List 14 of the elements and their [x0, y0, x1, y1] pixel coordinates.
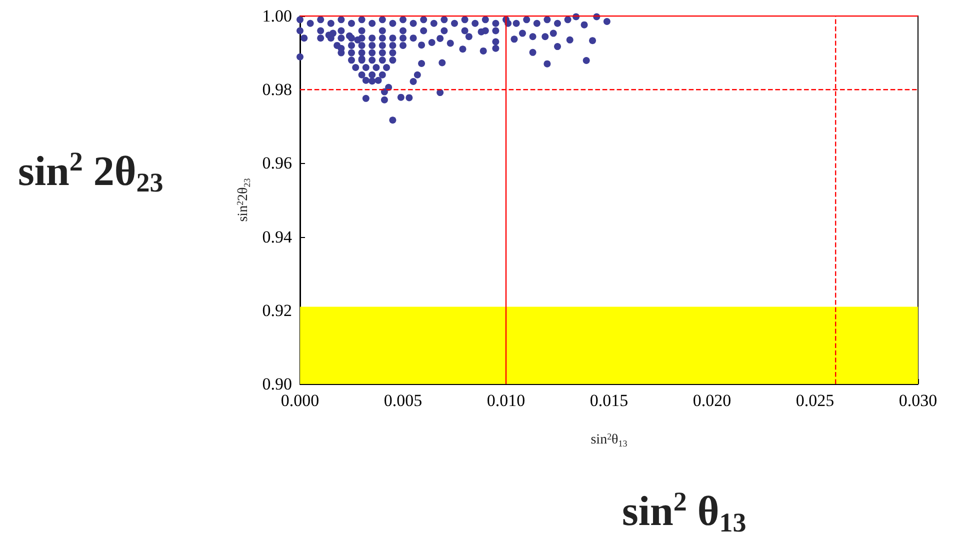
x-tick-label: 0.000 [280, 391, 320, 410]
x-tick-label: 0.025 [796, 391, 834, 410]
x-tick-label: 0.010 [486, 391, 526, 410]
y-tick-label: 0.92 [262, 300, 292, 320]
y-tick-label: 0.90 [262, 374, 292, 394]
x-tick-label: 0.020 [692, 391, 732, 410]
y-tick-label: 0.96 [262, 154, 292, 173]
x-tick-label: 0.005 [384, 391, 422, 410]
y-tick-label: 0.94 [262, 227, 292, 246]
x-tick-label: 0.015 [590, 391, 628, 410]
y-tick-label: 0.98 [262, 80, 292, 100]
y-axis-title: sin22θ23 [234, 178, 252, 222]
y-tick-label: 1.00 [262, 6, 292, 26]
x-tick-label: 0.030 [898, 391, 938, 410]
